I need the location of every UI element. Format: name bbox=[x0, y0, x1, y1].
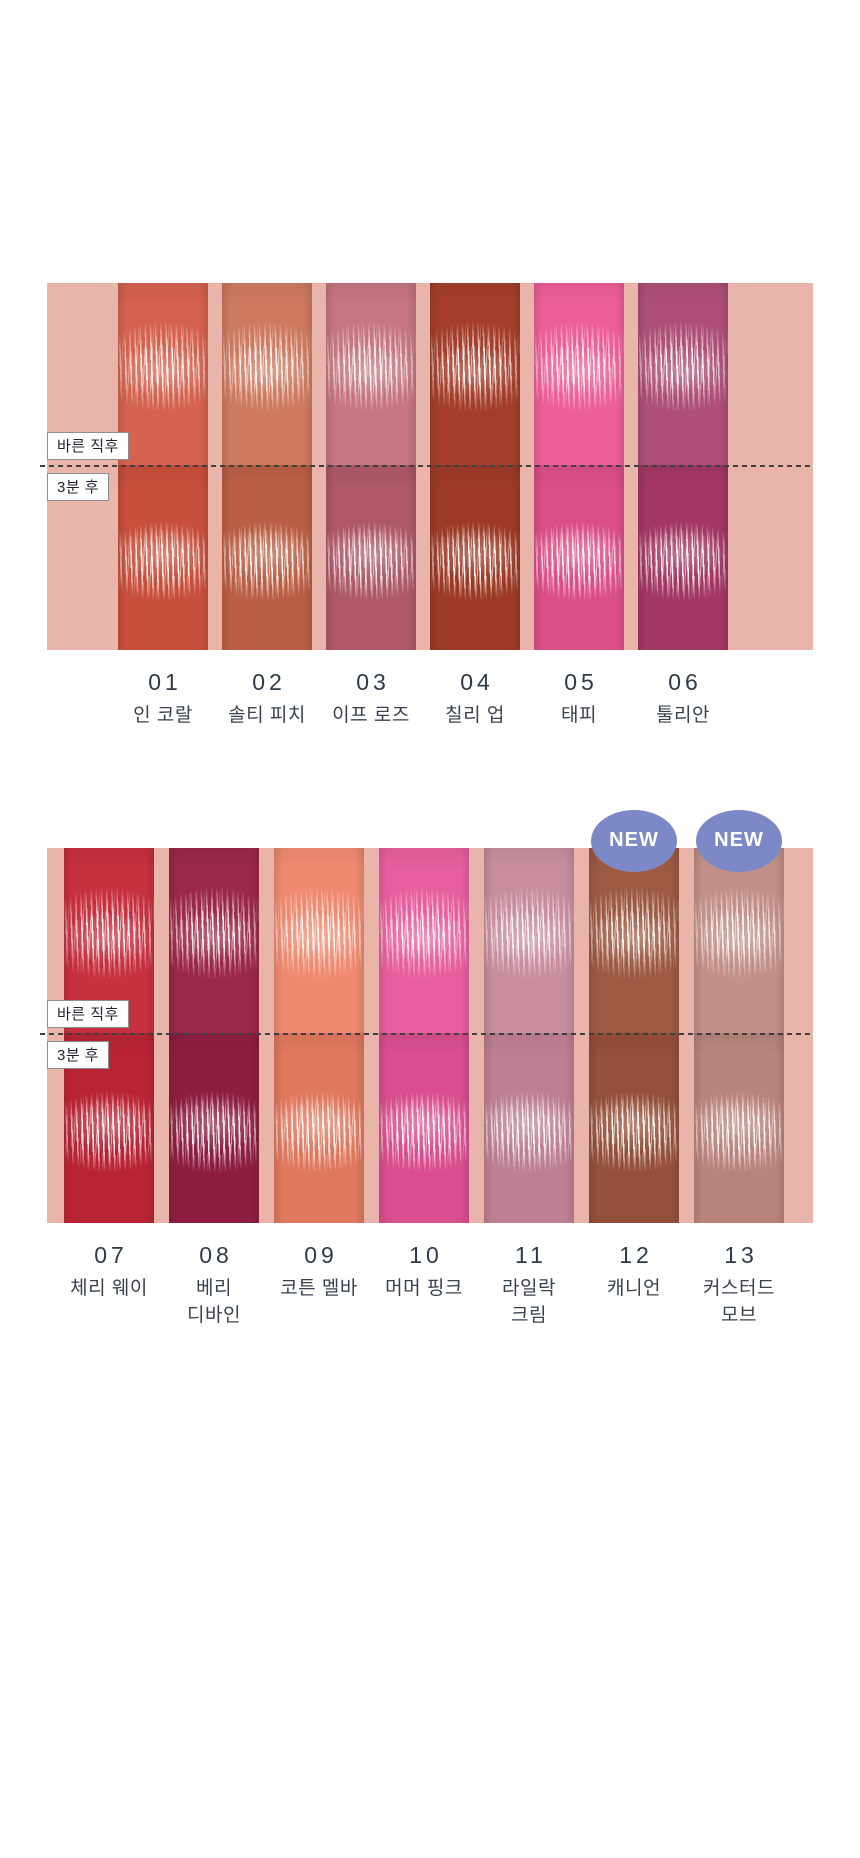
swatch-after-3min bbox=[430, 465, 520, 650]
swatch-immediate bbox=[694, 847, 784, 1033]
shade-number: 10 bbox=[409, 1241, 443, 1268]
swatch-immediate bbox=[430, 283, 520, 465]
shade-number: 06 bbox=[668, 669, 702, 695]
shade-caption: 05 태피 bbox=[534, 669, 624, 730]
swatch-stripe-11 bbox=[484, 847, 574, 1223]
shade-name: 이프 로즈 bbox=[332, 705, 410, 727]
caption-row: 07 체리 웨이 08 베리 디바인 09 코튼 멜바 10 머머 핑크 11 라일락 크림 12 캐… bbox=[47, 1241, 860, 1329]
swatch-after-3min bbox=[694, 1032, 784, 1223]
stripe-row bbox=[47, 283, 813, 650]
shade-caption: 03 이프 로즈 bbox=[326, 669, 416, 730]
phase-label-immediate: 바른 직후 bbox=[47, 999, 129, 1028]
swatch-after-3min bbox=[274, 1032, 364, 1223]
swatch-stripe-01 bbox=[118, 283, 208, 650]
shade-caption: 07 체리 웨이 bbox=[64, 1241, 154, 1329]
swatch-stripe-07 bbox=[64, 847, 154, 1223]
shade-name: 베리 디바인 bbox=[187, 1278, 241, 1326]
shade-name: 칠리 업 bbox=[445, 705, 505, 727]
shade-name: 태피 bbox=[561, 705, 597, 727]
shade-caption: 09 코튼 멜바 bbox=[274, 1241, 364, 1329]
swatch-after-3min bbox=[589, 1032, 679, 1223]
shade-number: 12 bbox=[619, 1241, 653, 1268]
shade-number: 02 bbox=[252, 669, 286, 695]
swatch-immediate bbox=[169, 847, 259, 1033]
shade-name: 캐니언 bbox=[607, 1278, 661, 1300]
swatch-after-3min bbox=[638, 465, 728, 650]
shade-caption: 02 솔티 피치 bbox=[222, 669, 312, 730]
shade-name: 인 코랄 bbox=[133, 705, 193, 727]
shade-name: 솔티 피치 bbox=[228, 705, 306, 727]
shade-caption: 10 머머 핑크 bbox=[379, 1241, 469, 1329]
swatch-immediate bbox=[379, 847, 469, 1033]
shade-number: 08 bbox=[199, 1241, 233, 1268]
swatch-stripe-06 bbox=[638, 283, 728, 650]
shade-number: 01 bbox=[148, 669, 182, 695]
shade-number: 13 bbox=[724, 1241, 758, 1268]
swatch-page: 바른 직후 3분 후 01 인 코랄 02 솔티 피치 03 이프 로즈 04 칠리 업 05 태… bbox=[0, 283, 860, 1329]
shade-name: 커스터드 모브 bbox=[703, 1278, 775, 1326]
swatch-stripe-12: NEW bbox=[589, 809, 679, 1223]
swatch-after-3min bbox=[379, 1032, 469, 1223]
shade-number: 05 bbox=[564, 669, 598, 695]
phase-label-after-3min: 3분 후 bbox=[47, 473, 110, 501]
swatch-after-3min bbox=[118, 465, 208, 650]
shade-name: 라일락 크림 bbox=[502, 1278, 556, 1326]
caption-row: 01 인 코랄 02 솔티 피치 03 이프 로즈 04 칠리 업 05 태피 06 툴리안 bbox=[47, 669, 860, 730]
swatch-immediate bbox=[534, 283, 624, 465]
phase-divider-line bbox=[40, 465, 813, 467]
swatch-immediate bbox=[589, 847, 679, 1033]
shade-caption: 04 칠리 업 bbox=[430, 669, 520, 730]
swatch-immediate bbox=[274, 847, 364, 1033]
swatch-stripe-05 bbox=[534, 283, 624, 650]
shade-caption: 06 툴리안 bbox=[638, 669, 728, 730]
shade-name: 코튼 멜바 bbox=[280, 1278, 358, 1300]
swatch-stripe-03 bbox=[326, 283, 416, 650]
shade-caption: 11 라일락 크림 bbox=[484, 1241, 574, 1329]
phase-divider-line bbox=[40, 1032, 813, 1035]
swatch-after-3min bbox=[534, 465, 624, 650]
shade-caption: 08 베리 디바인 bbox=[169, 1241, 259, 1329]
phase-label-immediate: 바른 직후 bbox=[47, 432, 129, 460]
swatch-section-07-13: NEW NEW 바른 직후 3분 후 07 체리 웨이 08 베리 디바인 09 코튼 멜바… bbox=[0, 809, 860, 1329]
shade-number: 09 bbox=[304, 1241, 338, 1268]
new-badge: NEW bbox=[696, 809, 782, 872]
swatch-immediate bbox=[118, 283, 208, 465]
swatch-after-3min bbox=[222, 465, 312, 650]
swatch-after-3min bbox=[326, 465, 416, 650]
swatch-panel: 바른 직후 3분 후 bbox=[40, 283, 813, 650]
new-badge: NEW bbox=[591, 809, 677, 872]
shade-caption: 13 커스터드 모브 bbox=[694, 1241, 784, 1329]
shade-number: 03 bbox=[356, 669, 390, 695]
swatch-immediate bbox=[484, 847, 574, 1033]
swatch-stripe-08 bbox=[169, 847, 259, 1223]
swatch-section-01-06: 바른 직후 3분 후 01 인 코랄 02 솔티 피치 03 이프 로즈 04 칠리 업 05 태… bbox=[0, 283, 860, 730]
swatch-immediate bbox=[222, 283, 312, 465]
swatch-after-3min bbox=[484, 1032, 574, 1223]
shade-caption: 12 캐니언 bbox=[589, 1241, 679, 1329]
shade-number: 07 bbox=[94, 1241, 128, 1268]
phase-label-after-3min: 3분 후 bbox=[47, 1040, 110, 1069]
shade-number: 11 bbox=[515, 1241, 547, 1268]
swatch-panel: NEW NEW 바른 직후 3분 후 bbox=[40, 809, 813, 1223]
shade-name: 체리 웨이 bbox=[70, 1278, 148, 1300]
swatch-immediate bbox=[326, 283, 416, 465]
swatch-immediate bbox=[638, 283, 728, 465]
swatch-stripe-10 bbox=[379, 847, 469, 1223]
swatch-stripe-02 bbox=[222, 283, 312, 650]
swatch-stripe-04 bbox=[430, 283, 520, 650]
swatch-stripe-09 bbox=[274, 847, 364, 1223]
stripe-row: NEW NEW bbox=[47, 809, 813, 1223]
shade-caption: 01 인 코랄 bbox=[118, 669, 208, 730]
shade-number: 04 bbox=[460, 669, 494, 695]
shade-name: 툴리안 bbox=[656, 705, 710, 727]
shade-name: 머머 핑크 bbox=[385, 1278, 463, 1300]
swatch-stripe-13: NEW bbox=[694, 809, 784, 1223]
swatch-after-3min bbox=[169, 1032, 259, 1223]
